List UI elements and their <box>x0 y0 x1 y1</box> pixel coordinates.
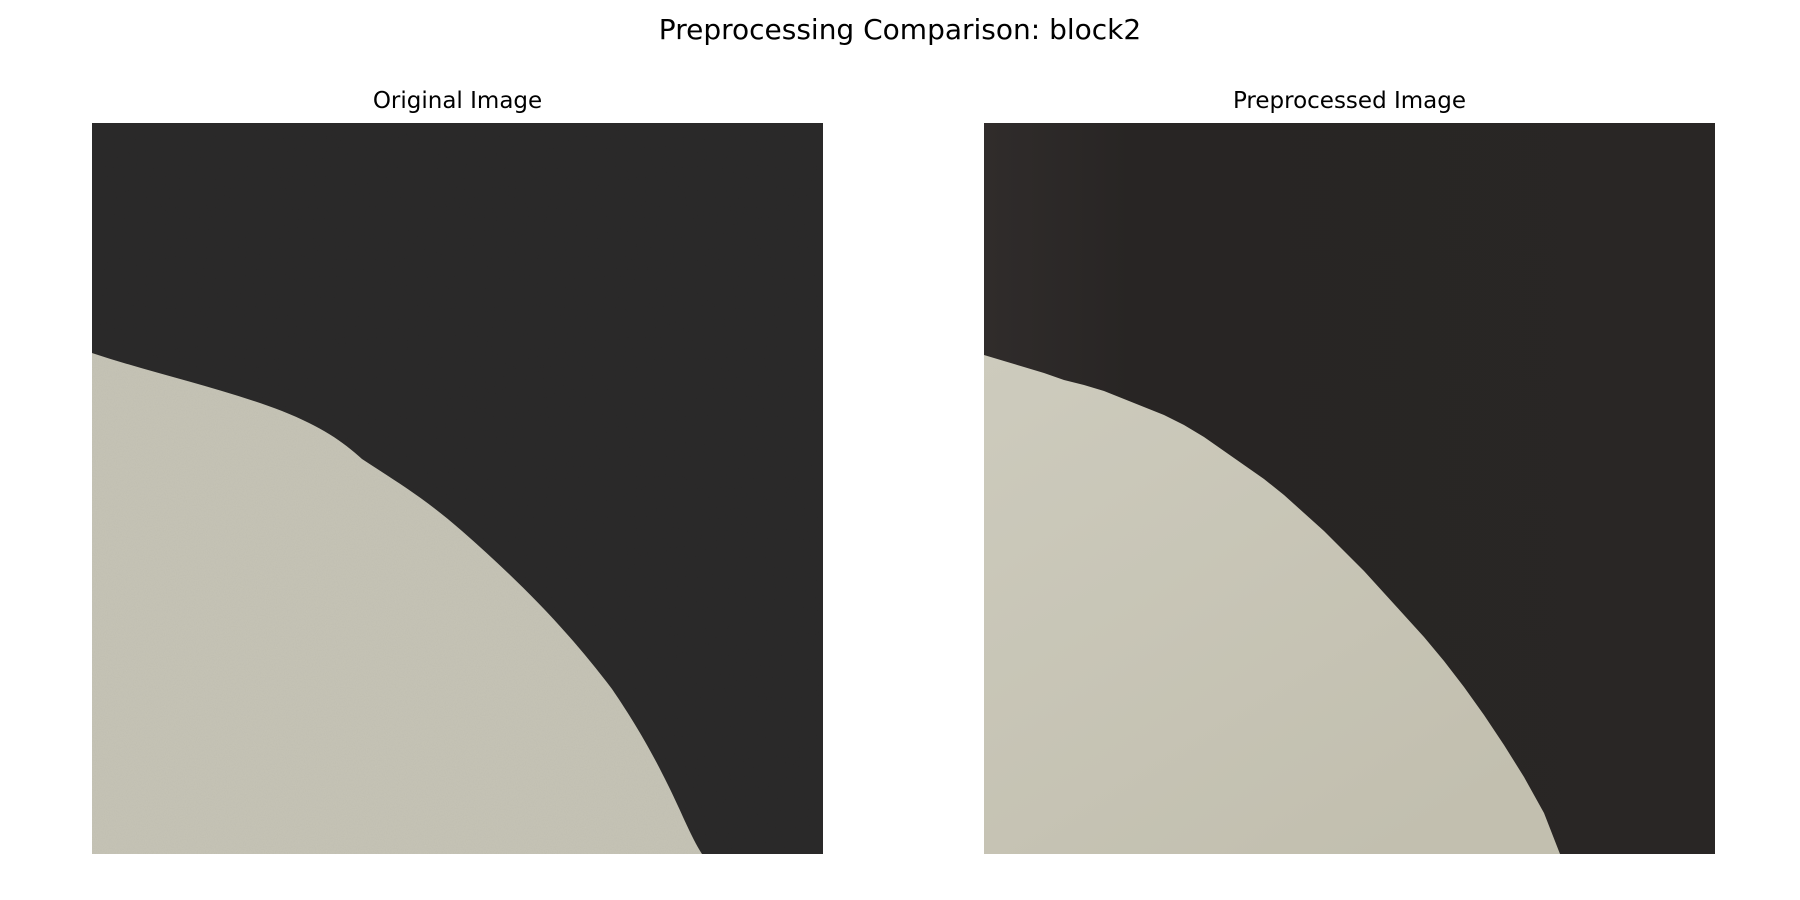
light-shape-region <box>984 355 1560 854</box>
original-image-title: Original Image <box>372 88 543 114</box>
original-image-panel <box>92 123 823 854</box>
original-image <box>92 123 823 854</box>
figure-title: Preprocessing Comparison: block2 <box>658 13 1142 46</box>
preprocessed-image-title: Preprocessed Image <box>1232 88 1467 114</box>
preprocessed-image <box>984 123 1715 854</box>
preprocessed-image-panel <box>984 123 1715 854</box>
